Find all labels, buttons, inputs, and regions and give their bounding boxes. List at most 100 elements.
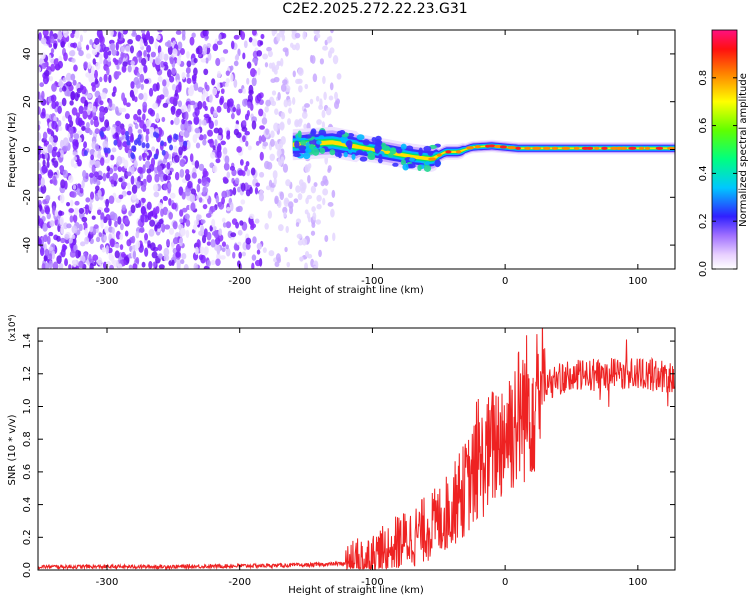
noise-speckle: [189, 100, 196, 106]
trace-core: [573, 146, 580, 150]
noise-speckle: [75, 249, 81, 259]
noise-speckle: [226, 130, 231, 137]
noise-speckle: [106, 165, 111, 172]
noise-speckle: [189, 36, 195, 46]
noise-speckle: [82, 169, 87, 179]
trace-core: [436, 153, 442, 157]
noise-speckle: [153, 191, 160, 198]
trace-blob: [423, 164, 432, 172]
top-y-tick-label: 20: [22, 95, 33, 108]
colorbar-ticks: 0.0 0.2 0.4 0.6 0.8: [698, 70, 737, 277]
noise-speckle: [259, 125, 265, 130]
noise-speckle: [266, 46, 272, 52]
noise-speckle: [237, 241, 242, 247]
noise-speckle: [304, 83, 309, 90]
noise-speckle: [156, 82, 160, 92]
noise-speckle: [131, 193, 138, 201]
noise-speckle: [174, 134, 179, 141]
noise-speckle: [304, 209, 309, 215]
noise-speckle: [269, 153, 276, 161]
noise-speckle: [147, 107, 154, 115]
noise-speckle: [213, 109, 218, 118]
noise-speckle: [270, 138, 275, 147]
noise-speckle: [244, 130, 250, 136]
noise-speckle: [38, 32, 42, 41]
noise-speckle: [172, 48, 178, 57]
noise-speckle: [237, 229, 243, 236]
noise-speckle: [184, 213, 190, 220]
noise-speckle: [192, 76, 197, 85]
noise-speckle: [93, 224, 99, 230]
noise-speckle: [122, 30, 128, 35]
noise-speckle: [217, 234, 224, 242]
noise-speckle: [271, 90, 277, 96]
noise-speckle: [216, 246, 221, 255]
noise-speckle: [41, 262, 46, 269]
noise-speckle: [315, 95, 320, 102]
noise-speckle: [246, 77, 250, 85]
noise-speckle: [212, 165, 218, 173]
noise-speckle: [203, 246, 208, 256]
noise-speckle: [99, 100, 104, 106]
trace-blob: [305, 147, 312, 153]
noise-speckle: [316, 203, 322, 210]
noise-speckle: [141, 32, 146, 39]
noise-speckle: [229, 165, 236, 171]
noise-speckle: [222, 176, 228, 182]
noise-speckle: [61, 97, 67, 107]
noise-speckle: [221, 197, 225, 205]
trace-core: [474, 145, 481, 149]
noise-speckle: [38, 120, 41, 125]
noise-speckle: [139, 119, 145, 129]
noise-speckle: [145, 32, 151, 41]
noise-speckle: [137, 109, 142, 116]
noise-speckle: [194, 160, 200, 169]
noise-speckle: [294, 32, 301, 39]
noise-speckle: [81, 216, 88, 223]
noise-speckle: [126, 239, 132, 247]
noise-speckle: [47, 129, 54, 135]
noise-speckle: [97, 175, 103, 181]
noise-speckle: [180, 227, 186, 237]
noise-speckle: [307, 253, 313, 259]
noise-speckle: [135, 231, 140, 239]
noise-speckle: [38, 238, 42, 246]
top-x-tick-label: 0: [502, 276, 508, 287]
noise-speckle: [296, 233, 303, 239]
noise-speckle: [124, 230, 129, 237]
noise-speckle: [225, 247, 231, 257]
noise-speckle: [189, 194, 196, 203]
noise-speckle: [85, 206, 89, 215]
noise-speckle: [68, 175, 74, 183]
noise-speckle: [217, 127, 223, 136]
noise-speckle: [126, 171, 132, 177]
noise-speckle: [307, 162, 312, 169]
noise-speckle: [220, 88, 225, 95]
noise-speckle: [113, 166, 118, 172]
bottom-y-scale-label: (x10⁴): [8, 314, 18, 341]
noise-speckle: [77, 137, 82, 144]
noise-speckle: [99, 111, 104, 118]
noise-speckle: [100, 126, 107, 132]
noise-speckle: [193, 57, 198, 64]
noise-speckle: [283, 211, 287, 218]
noise-speckle: [177, 100, 183, 108]
noise-speckle: [202, 203, 208, 210]
noise-speckle: [39, 247, 45, 257]
noise-speckle: [127, 126, 133, 136]
noise-speckle: [251, 38, 258, 47]
noise-speckle: [223, 162, 230, 171]
noise-speckle: [113, 71, 120, 80]
noise-speckle: [83, 106, 88, 111]
noise-speckle: [210, 205, 216, 213]
noise-speckle: [57, 60, 64, 69]
trace-blob: [392, 162, 399, 167]
noise-speckle: [92, 227, 97, 234]
noise-speckle: [181, 118, 185, 125]
noise-speckle: [57, 105, 62, 114]
trace-blob: [343, 151, 348, 158]
noise-speckle: [57, 120, 62, 127]
trace-core: [601, 146, 608, 150]
noise-speckle: [133, 113, 138, 121]
noise-speckle: [99, 130, 104, 137]
